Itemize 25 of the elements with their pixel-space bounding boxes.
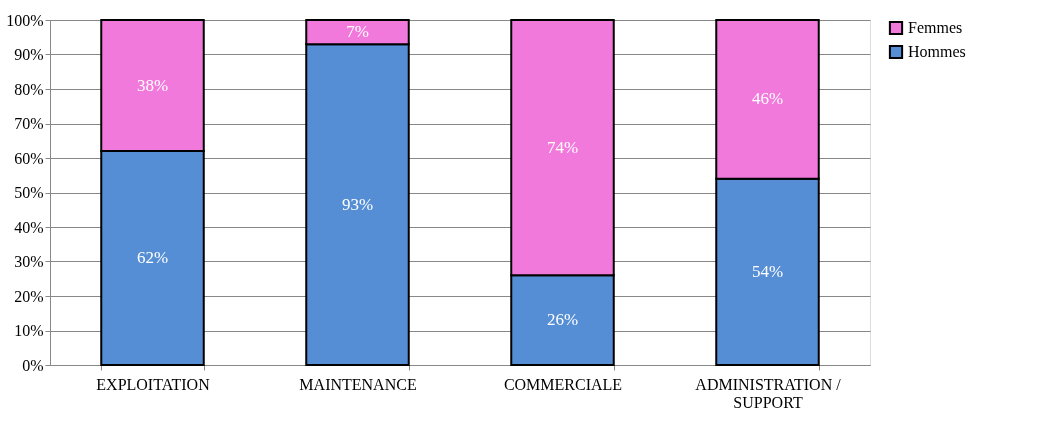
data-label: 7%: [346, 22, 369, 42]
y-tick-label: 40%: [14, 218, 44, 236]
data-label: 93%: [341, 194, 374, 214]
data-label: 38%: [136, 75, 169, 95]
data-label: 74%: [546, 137, 579, 157]
x-tick-label: EXPLOITATION: [96, 375, 211, 393]
y-tick-label: 100%: [6, 11, 44, 29]
data-label: 62%: [136, 248, 169, 268]
data-label: 26%: [546, 310, 579, 330]
y-tick-label: 30%: [14, 253, 44, 270]
y-tick-label: 0%: [22, 356, 44, 374]
y-tick-label: 50%: [14, 184, 44, 201]
legend-label: Hommes: [908, 43, 966, 60]
y-tick-label: 90%: [14, 46, 44, 63]
data-label: 46%: [751, 89, 784, 109]
x-tick-label: COMMERCIALE: [503, 375, 623, 393]
y-tick-label: 10%: [14, 322, 44, 339]
y-tick-label: 60%: [14, 149, 44, 167]
x-tick-label: ADMINISTRATION / SUPPORT: [695, 375, 842, 411]
y-tick-label: 20%: [14, 287, 44, 305]
y-tick-label: 70%: [14, 115, 44, 132]
y-tick-label: 80%: [14, 80, 44, 98]
data-label: 54%: [751, 261, 784, 281]
x-tick-label: MAINTENANCE: [299, 375, 417, 393]
legend-label: Femmes: [908, 19, 963, 36]
